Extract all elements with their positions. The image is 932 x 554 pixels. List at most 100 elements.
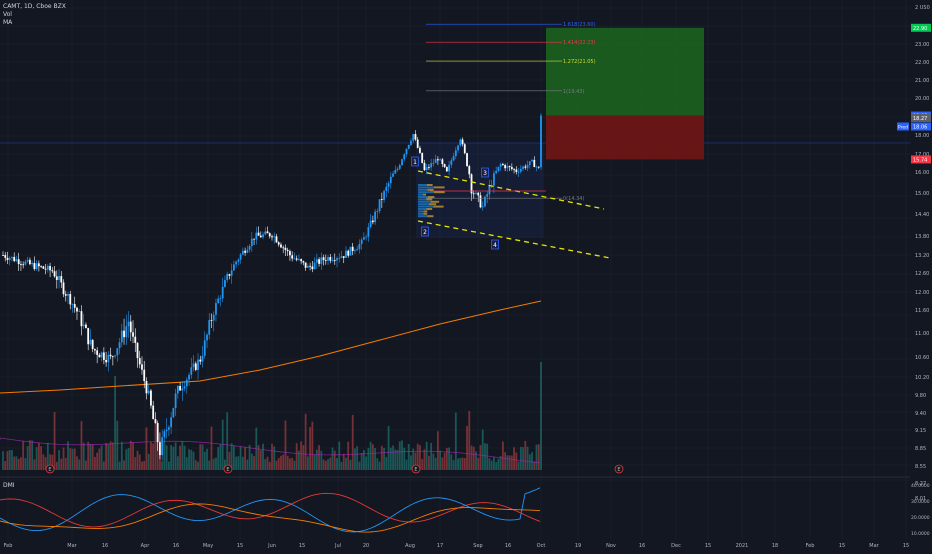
- volume-bar: [217, 447, 220, 470]
- candle-body: [425, 167, 428, 171]
- candle-body: [304, 262, 307, 268]
- candle-body: [298, 259, 300, 260]
- candle-body: [347, 250, 350, 256]
- drawing-overlays[interactable]: 2(24.88)1.618(23.60)1.414(22.23)1.272(21…: [411, 0, 611, 259]
- time-tick-label: Dec: [671, 543, 681, 549]
- candle-body: [111, 356, 114, 358]
- volume-bar: [210, 426, 213, 470]
- volume-bar: [282, 454, 285, 470]
- candle-body: [441, 159, 444, 165]
- dmi-legend[interactable]: DMI: [3, 482, 15, 489]
- volume-bar: [17, 458, 20, 470]
- candle-body: [504, 165, 507, 169]
- candle-body: [114, 355, 116, 357]
- vol-legend[interactable]: Vol: [3, 11, 12, 18]
- volume-bar: [280, 455, 282, 470]
- candle-body: [2, 255, 4, 256]
- volume-bar: [291, 457, 294, 470]
- volume-bar: [71, 448, 74, 470]
- price-tick-label: 20.00: [915, 96, 929, 102]
- volume-bar: [470, 445, 473, 470]
- candle-body: [210, 320, 213, 321]
- volume-bar: [194, 460, 197, 470]
- volume-bar: [159, 449, 161, 470]
- volume-bar: [414, 452, 417, 470]
- volume-bars: [0, 362, 542, 470]
- time-axis[interactable]: Feb Mar 16 Apr 16 May 15 Jun 15 Jul 20 Aug 17 Sep 16 Oc…: [0, 540, 932, 550]
- badge-prefix-bg: [897, 122, 909, 131]
- volume-bar: [120, 441, 123, 470]
- volume-bar: [374, 447, 377, 470]
- candle-body: [517, 171, 520, 173]
- candle-body: [98, 354, 101, 358]
- time-tick-label: Aug: [405, 543, 415, 549]
- volume-bar: [232, 445, 235, 470]
- candle-body: [376, 211, 379, 212]
- candle-body: [143, 369, 146, 382]
- candle-body: [369, 220, 372, 228]
- vp-bar: [418, 215, 428, 218]
- volume-bar: [318, 445, 320, 470]
- volume-bar: [49, 454, 51, 470]
- candle-body: [540, 115, 542, 168]
- candle-body: [443, 164, 446, 168]
- volume-bar: [416, 443, 419, 470]
- candle-body: [55, 276, 58, 280]
- candle-body: [167, 427, 170, 430]
- volume-bar: [452, 460, 455, 470]
- candle-body: [165, 429, 168, 432]
- volume-bar: [24, 458, 27, 470]
- candle-body: [76, 307, 78, 312]
- channel-upper: [417, 170, 605, 210]
- price-tick-label: 14.40: [915, 212, 929, 218]
- volume-bar: [226, 412, 229, 470]
- vp-bar: [426, 208, 433, 210]
- candle-body: [475, 192, 477, 194]
- candle-body: [315, 259, 318, 263]
- candle-body: [224, 280, 226, 287]
- volume-bar: [376, 458, 379, 470]
- vp-bar: [418, 186, 434, 189]
- wave-box: [411, 156, 419, 167]
- candle-body: [118, 342, 121, 349]
- candle-body: [129, 321, 132, 333]
- time-axis-bg: [0, 540, 932, 550]
- candle-body: [277, 242, 280, 245]
- volume-bar: [31, 440, 34, 470]
- volume-bar: [528, 454, 531, 470]
- candle-body: [295, 258, 298, 260]
- volume-bar: [434, 457, 437, 470]
- candle-body: [385, 186, 388, 192]
- candle-body: [324, 260, 327, 261]
- candle-body: [436, 159, 439, 161]
- candle-body: [477, 192, 480, 196]
- fib-label: 1.414(22.23): [563, 40, 596, 46]
- candle-body: [421, 152, 424, 163]
- volume-bar: [224, 459, 226, 470]
- symbol-title[interactable]: CAMT, 1D, Cboe BZX: [3, 3, 66, 10]
- candle-body: [87, 328, 90, 345]
- candle-body: [11, 256, 13, 259]
- candle-body: [239, 254, 242, 260]
- vp-bar: [418, 198, 427, 201]
- candle-body: [327, 257, 329, 261]
- candle-body: [91, 339, 94, 350]
- volume-bar: [540, 362, 542, 470]
- volume-bar: [443, 452, 446, 470]
- volume-bar: [513, 447, 515, 470]
- candle-body: [206, 334, 208, 341]
- ma-legend[interactable]: MA: [3, 19, 13, 26]
- event-label: E: [617, 467, 620, 473]
- legend: CAMT, 1D, Cboe BZX Vol MA: [3, 3, 66, 27]
- volume-bar: [22, 440, 25, 470]
- candle-body: [6, 257, 9, 260]
- vp-bar: [418, 193, 423, 196]
- position-zones[interactable]: [416, 27, 704, 238]
- volume-bar: [519, 446, 522, 470]
- price-badge-label: 15.74: [913, 157, 927, 163]
- price-axis[interactable]: 2 US024.0023.0022.0021.0020.0019.0018.00…: [897, 0, 932, 550]
- volume-bar: [230, 443, 233, 470]
